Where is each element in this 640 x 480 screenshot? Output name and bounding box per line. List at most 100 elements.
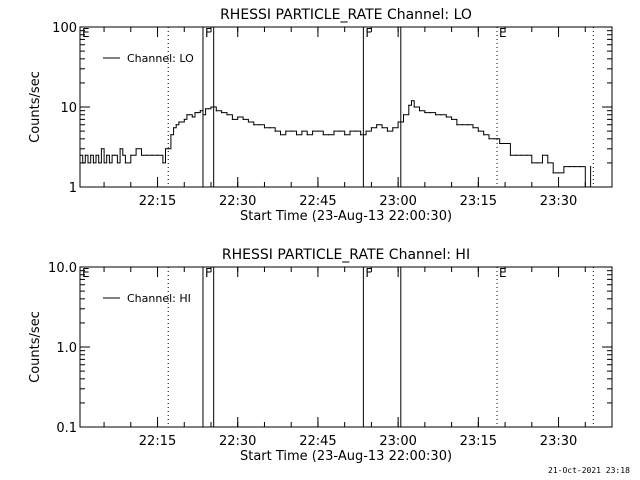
data-point (106, 154, 108, 156)
series-line (80, 100, 592, 188)
data-point (509, 154, 511, 156)
x-tick-label: 22:30 (219, 434, 256, 449)
data-point (92, 162, 94, 164)
data-point (429, 112, 431, 114)
data-point (178, 121, 180, 123)
data-point (402, 114, 405, 116)
data-point (84, 154, 86, 156)
data-point (397, 121, 399, 123)
data-point (590, 166, 592, 168)
data-point (205, 108, 207, 110)
data-point (413, 106, 415, 108)
data-point (82, 162, 84, 164)
footer-timestamp: 21-Oct-2021 23:18 (548, 466, 630, 475)
data-point (108, 162, 110, 164)
data-point (111, 154, 113, 156)
data-point (312, 130, 314, 132)
data-point (451, 118, 453, 120)
data-point (424, 112, 426, 114)
y-tick-label: 10.0 (48, 261, 77, 276)
data-point (279, 134, 282, 136)
data-point (477, 130, 479, 132)
data-point (392, 127, 394, 129)
data-point (322, 134, 324, 136)
data-point (87, 162, 89, 164)
data-point (301, 130, 303, 132)
data-point (370, 127, 372, 129)
corner-label: E (82, 266, 90, 280)
data-point (167, 148, 169, 150)
data-point (338, 130, 340, 132)
x-axis-label: Start Time (23-Aug-13 22:00:30) (240, 209, 452, 224)
data-point (418, 110, 421, 112)
data-point (189, 114, 191, 116)
x-tick-label: 23:30 (540, 434, 577, 449)
data-point (242, 118, 244, 120)
data-point (79, 154, 81, 156)
data-point (140, 154, 143, 156)
data-point (515, 154, 517, 156)
data-point (552, 172, 554, 174)
data-point (504, 142, 506, 145)
x-axis-label: Start Time (23-Aug-13 22:00:30) (240, 449, 452, 464)
data-point (98, 162, 100, 164)
data-point (221, 112, 223, 114)
y-tick-label: 0.1 (56, 421, 77, 436)
y-tick-label: 1 (69, 181, 77, 196)
data-point (290, 130, 292, 132)
data-point (95, 154, 97, 156)
data-point (456, 124, 458, 126)
y-tick-label: 1.0 (56, 341, 77, 356)
data-point (116, 162, 118, 164)
data-point (386, 130, 388, 132)
data-point (207, 108, 209, 110)
data-point (183, 118, 185, 120)
x-tick-label: 23:00 (379, 194, 416, 209)
data-point (376, 124, 378, 126)
data-point (541, 154, 544, 156)
y-axis-label: Counts/sec (28, 311, 43, 383)
x-tick-label: 23:30 (540, 194, 577, 209)
data-point (186, 114, 188, 116)
data-point (103, 162, 105, 164)
data-point (306, 134, 308, 136)
y-tick-label: 10 (60, 101, 77, 116)
data-point (122, 154, 124, 156)
data-point (333, 130, 335, 132)
chart-title: RHESSI PARTICLE_RATE Channel: LO (220, 7, 472, 23)
data-point (197, 112, 199, 114)
data-point (181, 121, 183, 123)
event-marker-label: F (365, 266, 372, 280)
data-point (191, 116, 193, 118)
data-point (213, 106, 215, 108)
data-point (440, 114, 442, 116)
data-point (568, 166, 570, 168)
data-point (467, 124, 469, 126)
data-point (344, 134, 346, 136)
data-point (317, 130, 319, 132)
chart-panel-2: RHESSI PARTICLE_RATE Channel: HI Start Ti… (28, 247, 613, 464)
data-point (170, 134, 172, 136)
data-point (231, 118, 233, 120)
data-point (194, 112, 196, 114)
data-point (119, 148, 121, 150)
data-point (563, 166, 565, 168)
data-point (408, 104, 410, 106)
data-point (461, 124, 463, 126)
event-marker-label: F (205, 266, 212, 280)
corner-label: E (82, 26, 90, 40)
event-marker-label: E (499, 266, 507, 280)
data-point (162, 162, 164, 164)
data-point (574, 166, 576, 168)
data-point (164, 148, 167, 150)
data-point (354, 130, 356, 132)
data-point (584, 186, 586, 188)
data-point (579, 166, 581, 168)
data-point (445, 116, 447, 118)
data-point (199, 110, 201, 112)
data-point (135, 148, 137, 150)
data-point (328, 134, 330, 136)
data-point (124, 162, 126, 164)
data-point (114, 154, 116, 156)
data-point (202, 114, 204, 116)
